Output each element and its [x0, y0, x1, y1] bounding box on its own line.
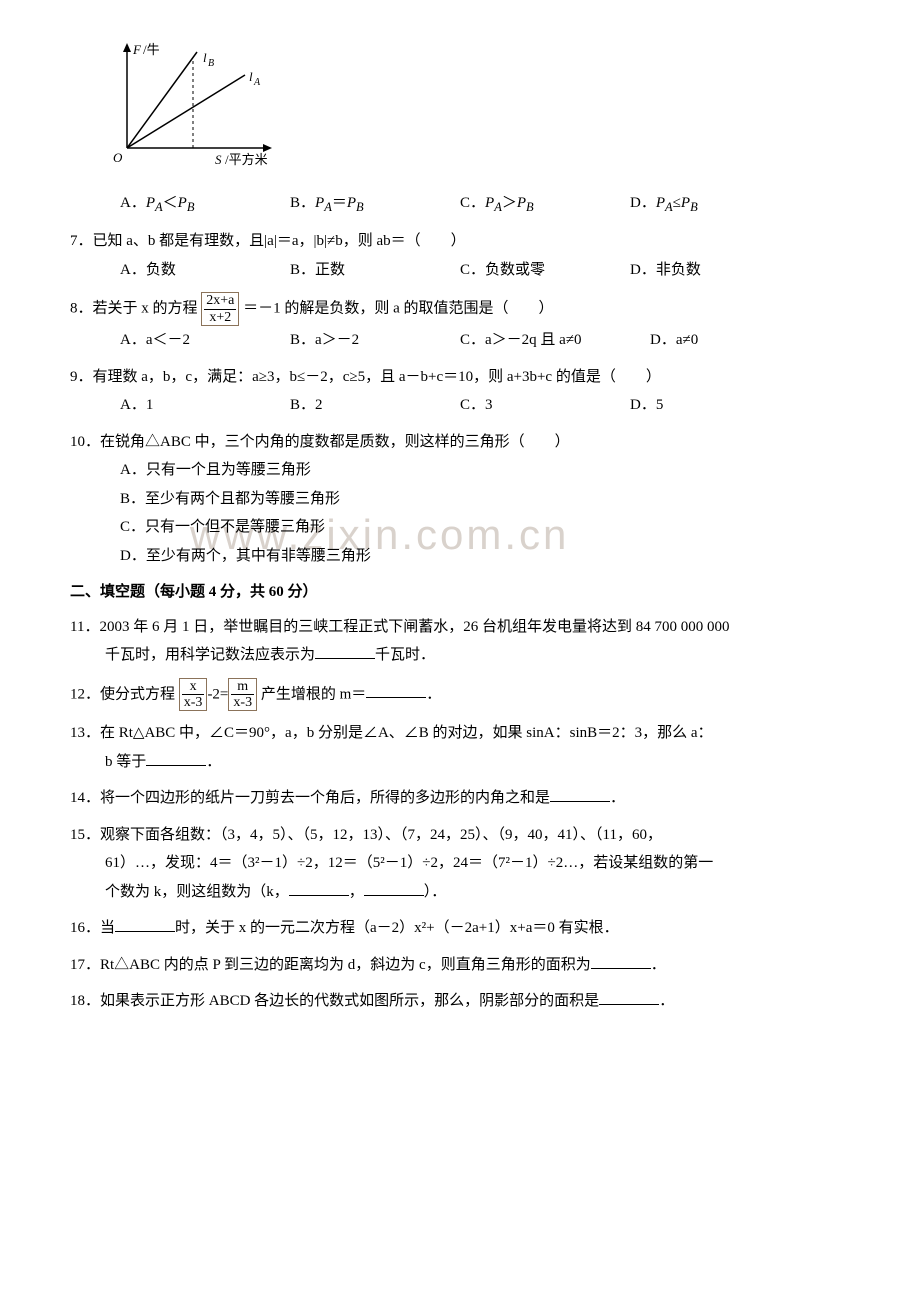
q10: 10．在锐角△ABC 中，三个内角的度数都是质数，则这样的三角形（ ） A．只有…: [70, 428, 860, 571]
q9-optD: D．5: [630, 391, 800, 420]
q12-frac2: m x-3: [228, 678, 257, 712]
svg-text:A: A: [253, 77, 261, 88]
q10-optC: C．只有一个但不是等腰三角形: [120, 519, 325, 535]
svg-text:B: B: [208, 58, 214, 69]
q7-stem: 7．已知 a、b 都是有理数，且|a|＝a，|b|≠b，则 ab＝（ ）: [70, 227, 860, 256]
q7: 7．已知 a、b 都是有理数，且|a|＝a，|b|≠b，则 ab＝（ ） A．负…: [70, 227, 860, 284]
svg-text:/平方米: /平方米: [225, 152, 268, 167]
q15-line3: 个数为 k，则这组数为（k，，）．: [70, 878, 860, 907]
q7-optA: A．负数: [120, 256, 290, 285]
q8-fraction: 2x+a x+2: [201, 292, 239, 326]
q7-optB: B．正数: [290, 256, 460, 285]
blank: [366, 681, 426, 698]
svg-text:S: S: [215, 152, 222, 167]
q9: 9．有理数 a，b，c，满足：a≥3，b≤－2，c≥5，且 a－b+c＝10，则…: [70, 363, 860, 420]
q14: 14．将一个四边形的纸片一刀剪去一个角后，所得的多边形的内角之和是．: [70, 784, 860, 813]
q8-optB: B．a＞－2: [290, 326, 460, 355]
q14-stem: 14．将一个四边形的纸片一刀剪去一个角后，所得的多边形的内角之和是．: [70, 784, 860, 813]
q9-optC: C．3: [460, 391, 630, 420]
q13: 13．在 Rt△ABC 中，∠C＝90°，a，b 分别是∠A、∠B 的对边，如果…: [70, 719, 860, 776]
blank: [315, 643, 375, 660]
q6-optC: C．PA＞PB: [460, 189, 630, 220]
q6-chart: F/牛lBlAOS/平方米: [70, 40, 860, 181]
q15-line2: 61）…，发现：4＝（3²－1）÷2，12＝（5²－1）÷2，24＝（7²－1）…: [70, 849, 860, 878]
q9-optB: B．2: [290, 391, 460, 420]
q12-stem: 12．使分式方程 x x-3 -2= m x-3 产生增根的 m＝．: [70, 678, 860, 712]
svg-text:O: O: [113, 150, 123, 165]
blank: [599, 989, 659, 1006]
chart-svg: F/牛lBlAOS/平方米: [105, 40, 275, 170]
q10-optA: A．只有一个且为等腰三角形: [70, 456, 860, 485]
q15: 15．观察下面各组数：（3，4，5）、（5，12，13）、（7，24，25）、（…: [70, 821, 860, 907]
q17: 17．Rt△ABC 内的点 P 到三边的距离均为 d，斜边为 c，则直角三角形的…: [70, 951, 860, 980]
q6-optD: D．PA≤PB: [630, 189, 800, 220]
q6-optB: B．PA＝PB: [290, 189, 460, 220]
q18-stem: 18．如果表示正方形 ABCD 各边长的代数式如图所示，那么，阴影部分的面积是．: [70, 987, 860, 1016]
q8-optA: A．a＜－2: [120, 326, 290, 355]
q16-stem: 16．当时，关于 x 的一元二次方程（a－2）x²+（－2a+1）x+a＝0 有…: [70, 914, 860, 943]
q13-line1: 13．在 Rt△ABC 中，∠C＝90°，a，b 分别是∠A、∠B 的对边，如果…: [70, 719, 860, 748]
blank: [550, 786, 610, 803]
blank: [289, 879, 349, 896]
q9-stem: 9．有理数 a，b，c，满足：a≥3，b≤－2，c≥5，且 a－b+c＝10，则…: [70, 363, 860, 392]
q16: 16．当时，关于 x 的一元二次方程（a－2）x²+（－2a+1）x+a＝0 有…: [70, 914, 860, 943]
svg-text:F: F: [132, 42, 142, 57]
q11: 11．2003 年 6 月 1 日，举世瞩目的三峡工程正式下闸蓄水，26 台机组…: [70, 613, 860, 670]
q7-optD: D．非负数: [630, 256, 800, 285]
q8-stem: 8．若关于 x 的方程 2x+a x+2 ＝－1 的解是负数，则 a 的取值范围…: [70, 292, 860, 326]
section2-header: 二、填空题（每小题 4 分，共 60 分）: [70, 578, 860, 607]
q11-line2: 千瓦时，用科学记数法应表示为千瓦时．: [70, 641, 860, 670]
q10-stem: 10．在锐角△ABC 中，三个内角的度数都是质数，则这样的三角形（ ）: [70, 428, 860, 457]
q7-optC: C．负数或零: [460, 256, 630, 285]
q12-frac1: x x-3: [179, 678, 208, 712]
q8: 8．若关于 x 的方程 2x+a x+2 ＝－1 的解是负数，则 a 的取值范围…: [70, 292, 860, 354]
blank: [364, 879, 424, 896]
q10-optD: D．至少有两个，其中有非等腰三角形: [70, 542, 860, 571]
blank: [146, 749, 206, 766]
q6-optA: A．PA＜PB: [120, 189, 290, 220]
blank: [591, 952, 651, 969]
q10-optB: B．至少有两个且都为等腰三角形: [70, 485, 860, 514]
q18: 18．如果表示正方形 ABCD 各边长的代数式如图所示，那么，阴影部分的面积是．: [70, 987, 860, 1016]
svg-text:l: l: [203, 50, 207, 65]
q12: 12．使分式方程 x x-3 -2= m x-3 产生增根的 m＝．: [70, 678, 860, 712]
q15-line1: 15．观察下面各组数：（3，4，5）、（5，12，13）、（7，24，25）、（…: [70, 821, 860, 850]
q6-options: A．PA＜PB B．PA＝PB C．PA＞PB D．PA≤PB: [70, 189, 860, 220]
q8-optC: C．a＞－2q 且 a≠0: [460, 326, 650, 355]
blank: [115, 916, 175, 933]
q13-line2: b 等于．: [70, 748, 860, 777]
svg-text:/牛: /牛: [143, 42, 160, 57]
q11-line1: 11．2003 年 6 月 1 日，举世瞩目的三峡工程正式下闸蓄水，26 台机组…: [70, 613, 860, 642]
q17-stem: 17．Rt△ABC 内的点 P 到三边的距离均为 d，斜边为 c，则直角三角形的…: [70, 951, 860, 980]
q8-optD: D．a≠0: [650, 326, 820, 355]
svg-text:l: l: [249, 69, 253, 84]
q9-optA: A．1: [120, 391, 290, 420]
